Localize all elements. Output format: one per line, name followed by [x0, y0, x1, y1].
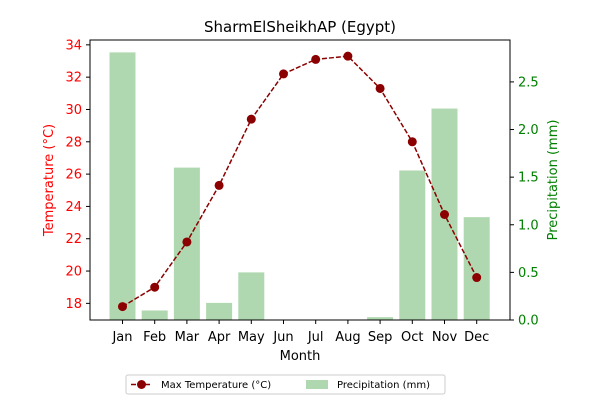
- legend-label-temperature: Max Temperature (°C): [161, 380, 271, 391]
- x-tick-label: Aug: [335, 330, 360, 345]
- y-right-tick-label: 2.5: [518, 75, 539, 90]
- legend-label-precipitation: Precipitation (mm): [337, 380, 430, 391]
- y-right-tick-label: 0.0: [518, 314, 539, 329]
- precip-bar-feb: [141, 310, 168, 320]
- x-tick-label: Nov: [432, 330, 458, 345]
- x-tick-label: Jul: [307, 330, 324, 345]
- temp-point-dec: [472, 273, 482, 283]
- x-tick-label: Dec: [464, 330, 489, 345]
- y-left-tick-label: 32: [65, 71, 82, 86]
- precip-bar-dec: [463, 217, 490, 320]
- precip-bar-jan: [109, 52, 136, 320]
- x-tick-label: Mar: [175, 330, 200, 345]
- x-tick-label: Jan: [111, 330, 132, 345]
- precip-bar-may: [238, 272, 265, 320]
- plot-frame: [89, 39, 511, 321]
- y-axis-right: 0.0 0.5 1.0 1.5 2.0 2.5: [510, 75, 539, 329]
- y-left-tick-label: 34: [65, 38, 82, 53]
- y-right-tick-label: 2.0: [518, 123, 539, 138]
- y-left-tick-label: 26: [65, 168, 82, 183]
- temp-point-jun: [279, 69, 288, 79]
- legend-box: [125, 374, 446, 395]
- y-right-tick-label: 1.5: [518, 171, 539, 186]
- legend-line-marker: [137, 380, 146, 389]
- y-right-tick-label: 1.0: [518, 218, 539, 233]
- temp-point-sep: [375, 83, 385, 93]
- x-axis-title: Month: [280, 349, 321, 364]
- y-left-tick-label: 24: [65, 200, 82, 215]
- y-axis-left-title: Temperature (°C): [42, 124, 57, 237]
- x-tick-label: Oct: [401, 330, 423, 345]
- chart-title: SharmElSheikhAP (Egypt): [204, 18, 396, 36]
- precip-bar-apr: [206, 302, 233, 320]
- precip-bar-sep: [367, 317, 394, 320]
- temperature-line: [118, 51, 482, 312]
- y-axis-right-title: Precipitation (mm): [546, 120, 561, 241]
- y-left-tick-label: 28: [65, 135, 82, 150]
- x-tick-label: Jun: [272, 330, 293, 345]
- precip-bar-oct: [399, 170, 426, 320]
- x-tick-label: May: [238, 330, 265, 345]
- temp-point-jul: [311, 54, 321, 64]
- temp-point-feb: [150, 282, 160, 292]
- temp-point-mar: [182, 237, 192, 247]
- x-tick-label: Feb: [143, 330, 166, 345]
- temp-point-aug: [343, 51, 353, 61]
- x-axis: Jan Feb Mar Apr May Jun Jul Aug Sep Oct Nov Dec: [111, 320, 489, 345]
- y-left-tick-label: 22: [65, 232, 82, 247]
- temp-point-nov: [440, 209, 449, 219]
- temperature-line-path: [122, 55, 478, 308]
- y-axis-left: 18 20 22 24 26 28 30 32 34: [65, 38, 90, 312]
- legend-bar-swatch: [306, 380, 328, 389]
- x-tick-label: Sep: [368, 330, 393, 345]
- temp-point-apr: [214, 180, 224, 190]
- x-tick-label: Apr: [208, 330, 231, 345]
- temp-point-jan: [118, 302, 127, 312]
- legend: Max Temperature (°C) Precipitation (mm): [125, 374, 446, 395]
- y-left-tick-label: 20: [65, 265, 82, 280]
- y-left-tick-label: 30: [65, 103, 82, 118]
- temp-point-may: [246, 114, 256, 124]
- y-left-tick-label: 18: [65, 297, 82, 312]
- precipitation-bars: [109, 52, 490, 320]
- temp-point-oct: [407, 137, 417, 147]
- y-right-tick-label: 0.5: [518, 266, 539, 281]
